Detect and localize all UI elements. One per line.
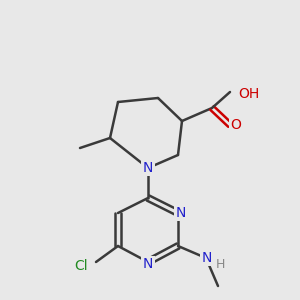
Text: O: O	[231, 118, 242, 132]
Text: N: N	[176, 206, 186, 220]
Text: N: N	[143, 161, 153, 175]
Text: OH: OH	[238, 87, 259, 101]
Text: N: N	[202, 251, 212, 265]
Text: Cl: Cl	[74, 259, 88, 273]
Text: H: H	[216, 257, 225, 271]
Text: N: N	[143, 257, 153, 271]
